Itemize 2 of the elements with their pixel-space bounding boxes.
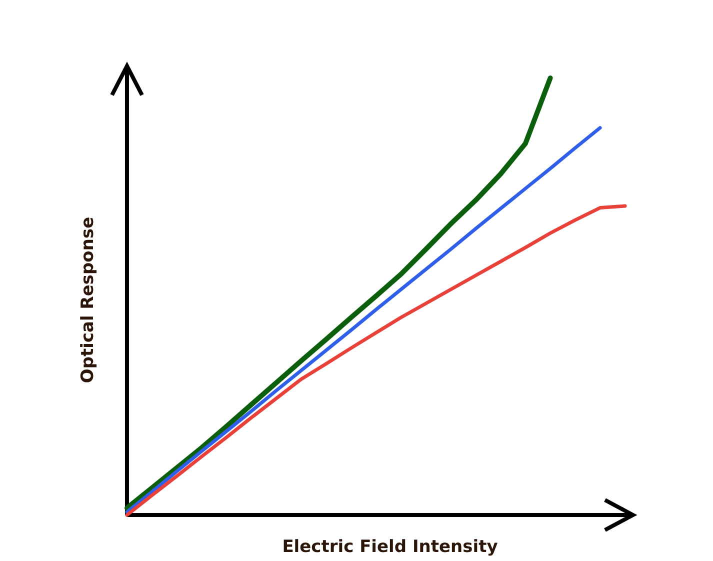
x-axis-title: Electric Field Intensity: [282, 537, 498, 557]
y-axis-title: Optical Response: [78, 216, 98, 384]
